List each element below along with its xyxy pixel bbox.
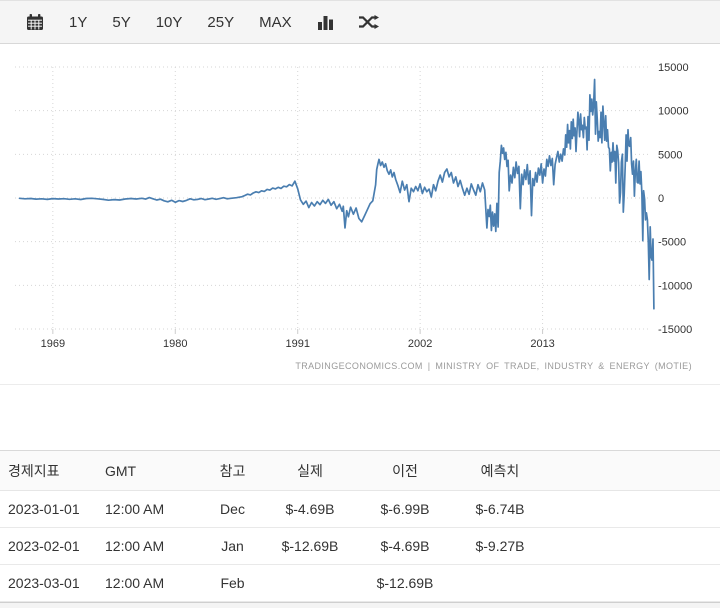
bar-chart-icon (317, 14, 334, 31)
chart-area[interactable]: 15000 10000 5000 0 -5000 -10000 -15000 1969 1980… (0, 44, 720, 385)
calendar-button[interactable] (25, 12, 45, 33)
range-button-max[interactable]: MAX (259, 13, 292, 31)
cell-forecast: $-6.74B (475, 501, 525, 517)
y-axis-label: 10000 (658, 106, 689, 118)
cell-forecast (455, 565, 545, 602)
range-button-25y[interactable]: 25Y (207, 13, 235, 31)
header-actual: 실제 (297, 462, 323, 479)
x-axis-label: 1980 (163, 338, 187, 350)
spacer (0, 385, 720, 450)
cell-filler (545, 491, 720, 528)
y-axis-label: 5000 (658, 149, 682, 161)
cell-previous: $-4.69B (380, 538, 430, 554)
header-previous: 이전 (392, 462, 418, 479)
cell-filler (545, 528, 720, 565)
cell-actual: $-12.69B (281, 538, 339, 554)
x-axis-label: 1991 (285, 338, 309, 350)
balance-of-trade-chart: 15000 10000 5000 0 -5000 -10000 -15000 1969 1980… (15, 62, 692, 350)
header-reference: 참고 (219, 462, 246, 479)
table-row[interactable]: 2023-03-01 12:00 AM Feb $-12.69B (0, 564, 720, 602)
shuffle-icon (358, 14, 379, 30)
chart-type-button[interactable] (316, 12, 335, 33)
cell-date: 2023-02-01 (8, 538, 80, 554)
y-axis-label: -5000 (658, 237, 686, 249)
header-filler (545, 451, 720, 491)
x-axis-label: 1969 (41, 338, 65, 350)
cell-date: 2023-03-01 (8, 575, 80, 591)
chart-attribution: TRADINGECONOMICS.COM | MINISTRY OF TRADE… (295, 361, 692, 371)
next-section-strip (0, 602, 720, 608)
y-axis-label: -10000 (658, 280, 692, 292)
y-axis-label: 15000 (658, 62, 689, 74)
y-axis-label: 0 (658, 193, 664, 205)
cell-actual (265, 565, 355, 602)
economic-calendar-table: 경제지표 GMT 참고 실제 이전 예측치 2023-01-01 12:00 AM… (0, 450, 720, 602)
x-axis-label: 2002 (408, 338, 432, 350)
calendar-icon (26, 13, 44, 31)
cell-filler (545, 565, 720, 602)
table-row[interactable]: 2023-02-01 12:00 AM Jan $-12.69B $-4.69B $-9.… (0, 527, 720, 565)
cell-forecast: $-9.27B (475, 538, 525, 554)
compare-button[interactable] (358, 12, 380, 32)
cell-gmt: 12:00 AM (105, 501, 165, 517)
cell-reference: Feb (220, 575, 245, 591)
trade-balance-line (18, 78, 655, 310)
chart-toolbar: 1Y 5Y 10Y 25Y MAX (0, 0, 720, 44)
cell-previous: $-6.99B (380, 501, 430, 517)
cell-reference: Dec (220, 501, 245, 517)
cell-date: 2023-01-01 (8, 501, 80, 517)
cell-actual: $-4.69B (285, 501, 335, 517)
table-row[interactable]: 2023-01-01 12:00 AM Dec $-4.69B $-6.99B $-6.7… (0, 490, 720, 528)
range-button-1y[interactable]: 1Y (69, 13, 88, 31)
cell-previous: $-12.69B (376, 575, 434, 591)
header-forecast: 예측치 (480, 462, 520, 479)
x-axis-label: 2013 (530, 338, 554, 350)
table-header-row: 경제지표 GMT 참고 실제 이전 예측치 (0, 450, 720, 491)
cell-reference: Jan (221, 538, 244, 554)
range-button-10y[interactable]: 10Y (155, 13, 183, 31)
header-indicator: 경제지표 (8, 462, 60, 479)
range-button-5y[interactable]: 5Y (112, 13, 131, 31)
y-axis-label: -15000 (658, 324, 692, 336)
cell-gmt: 12:00 AM (105, 538, 165, 554)
header-gmt: GMT (105, 462, 137, 479)
cell-gmt: 12:00 AM (105, 575, 165, 591)
